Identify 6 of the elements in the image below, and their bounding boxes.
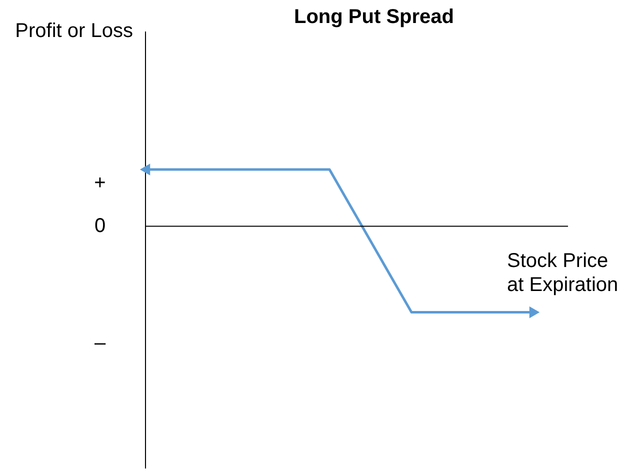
text: – [94, 332, 106, 354]
text: 0 [94, 215, 106, 237]
text: Profit or Loss [15, 20, 133, 42]
x-axis-title: Stock Price at Expiration [507, 250, 618, 296]
text: + [94, 172, 106, 194]
chart-title: Long Put Spread [294, 6, 454, 28]
